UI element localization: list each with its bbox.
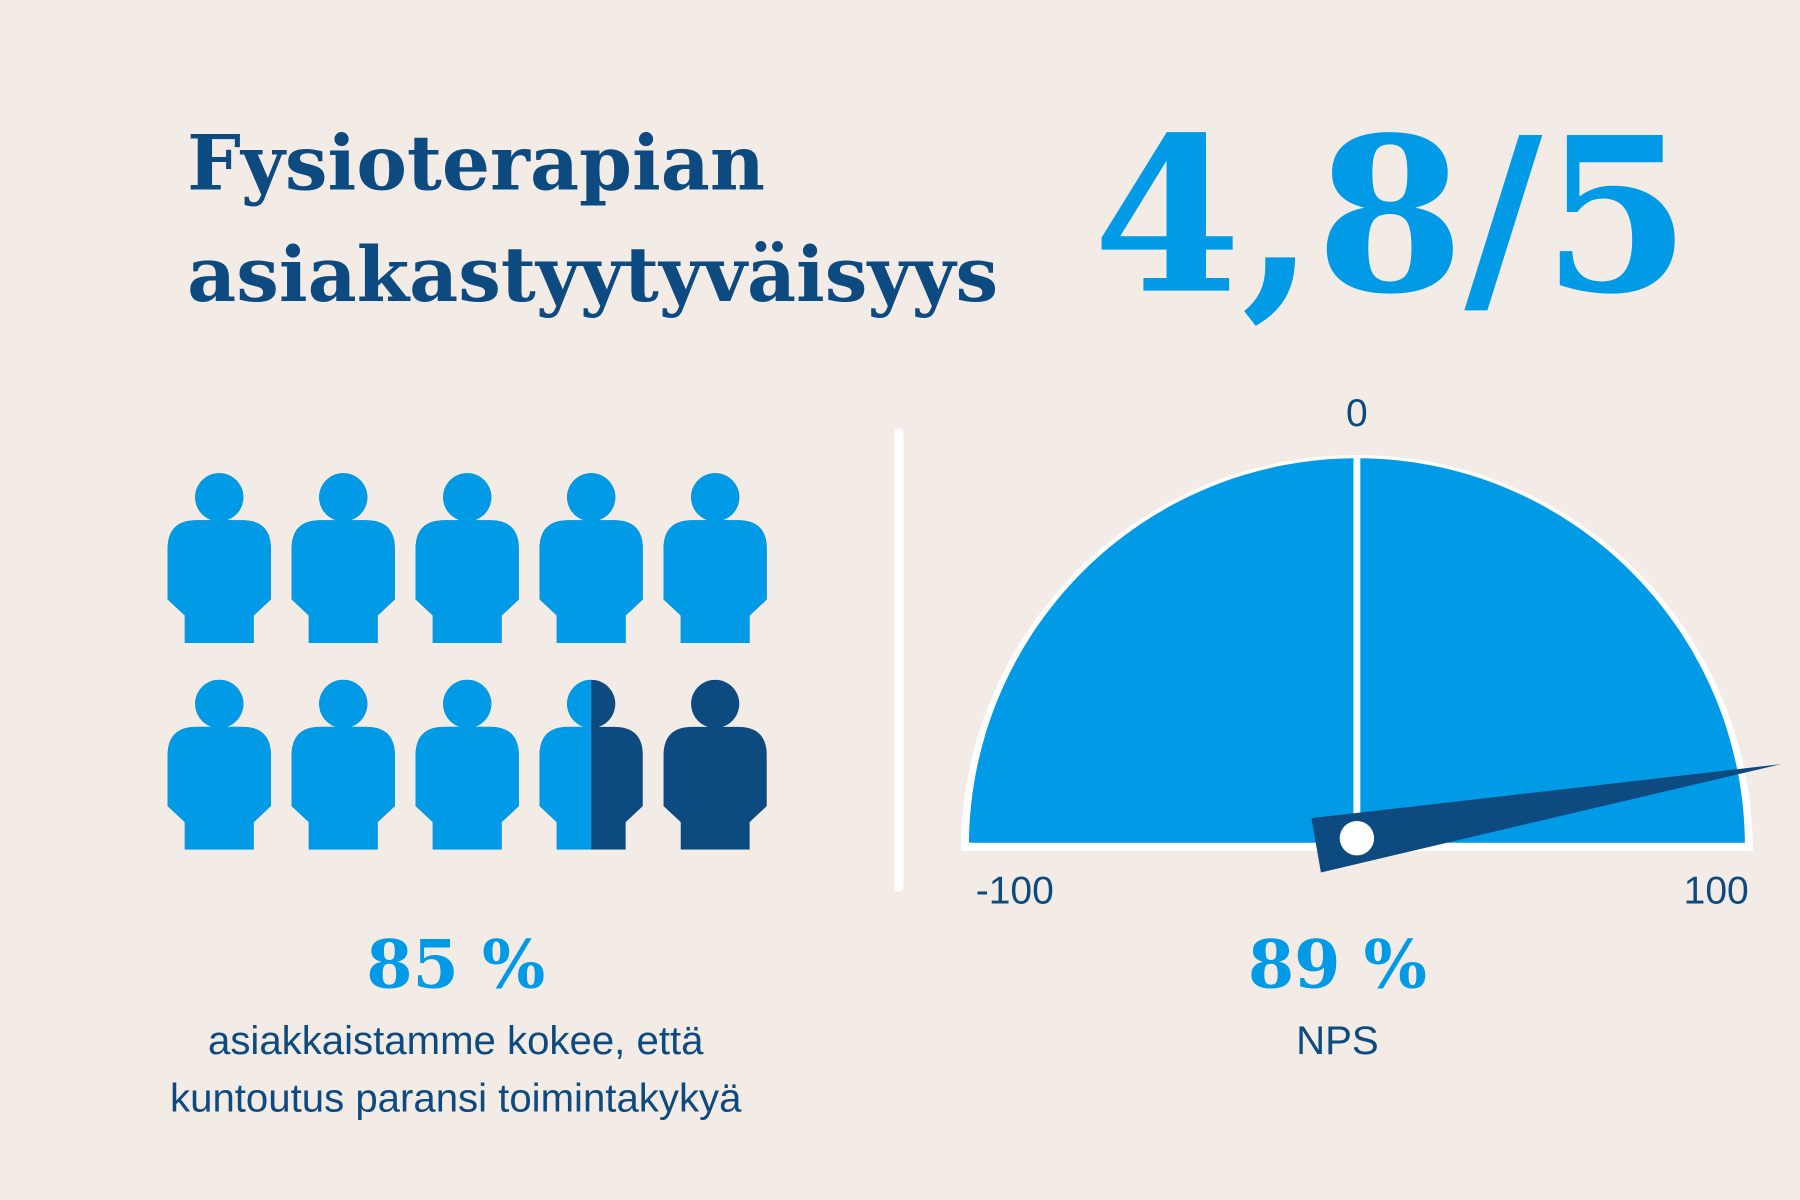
gauge-label: NPS bbox=[1296, 1018, 1379, 1063]
caption-line: asiakkaistamme kokee, että bbox=[208, 1018, 704, 1063]
title-line: Fysioterapian bbox=[187, 119, 765, 208]
title-line: asiakastyytyväisyys bbox=[187, 230, 998, 319]
needle-pivot bbox=[1339, 820, 1375, 856]
caption-line: kuntoutus paransi toimintakykyä bbox=[170, 1075, 742, 1120]
gauge-tick-label: -100 bbox=[976, 870, 1054, 913]
pictogram-value: 85 % bbox=[366, 924, 545, 1003]
gauge-tick-label: 100 bbox=[1684, 870, 1749, 913]
score: 4,8/5 bbox=[1093, 92, 1691, 342]
gauge-value: 89 % bbox=[1248, 924, 1427, 1003]
gauge-tick-label: 0 bbox=[1346, 392, 1368, 435]
gauge-needle bbox=[1311, 764, 1781, 873]
